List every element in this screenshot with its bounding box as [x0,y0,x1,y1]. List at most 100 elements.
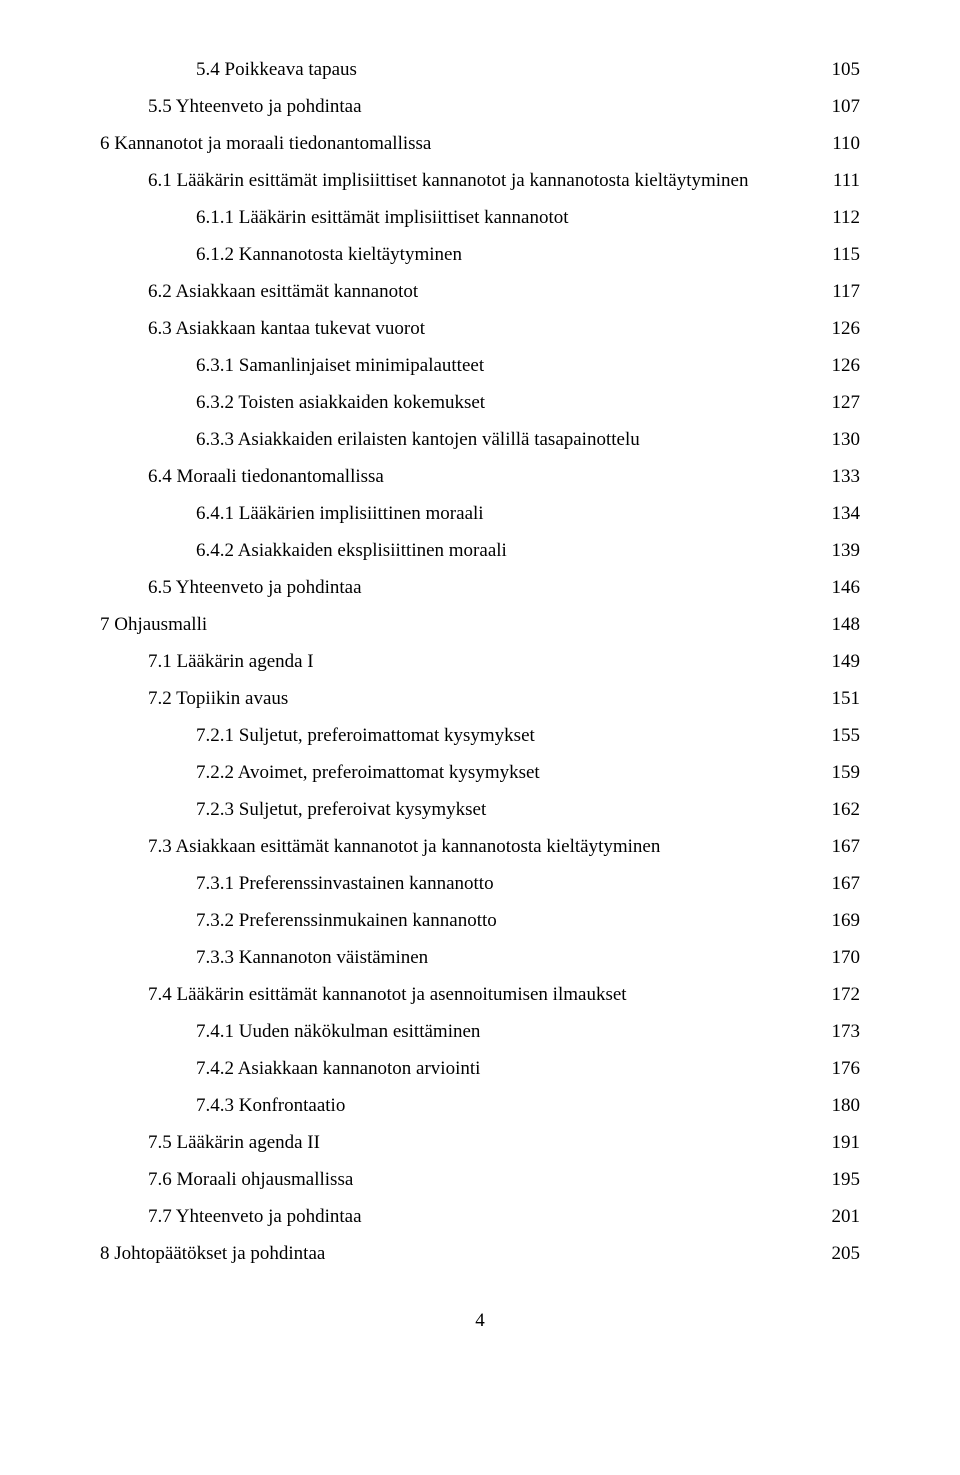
toc-entry: 7.7 Yhteenveto ja pohdintaa201 [100,1207,860,1226]
toc-entry: 7.1 Lääkärin agenda I149 [100,652,860,671]
toc-entry: 7.2 Topiikin avaus151 [100,689,860,708]
toc-entry-page: 195 [832,1170,861,1189]
toc-entry: 7.4 Lääkärin esittämät kannanotot ja ase… [100,985,860,1004]
toc-entry: 7.2.3 Suljetut, preferoivat kysymykset16… [100,800,860,819]
toc-entry-label: 6.5 Yhteenveto ja pohdintaa [148,578,832,597]
toc-entry-page: 149 [832,652,861,671]
toc-entry-page: 167 [832,874,861,893]
toc-entry-page: 111 [833,171,860,190]
toc-entry-page: 170 [832,948,861,967]
toc-entry-page: 112 [832,208,860,227]
toc-entry-label: 7.2.1 Suljetut, preferoimattomat kysymyk… [196,726,832,745]
toc-entry-label: 6.4 Moraali tiedonantomallissa [148,467,832,486]
toc-entry-page: 105 [832,60,861,79]
toc-entry-label: 6.3.1 Samanlinjaiset minimipalautteet [196,356,832,375]
toc-entry-page: 205 [832,1244,861,1263]
toc-entry-page: 127 [832,393,861,412]
toc-entry-label: 6.1.2 Kannanotosta kieltäytyminen [196,245,832,264]
toc-entry-page: 172 [832,985,861,1004]
page-number-footer: 4 [100,1311,860,1330]
toc-entry: 7.3.1 Preferenssinvastainen kannanotto16… [100,874,860,893]
toc-entry-label: 6.2 Asiakkaan esittämät kannanotot [148,282,832,301]
toc-entry-label: 7.3.1 Preferenssinvastainen kannanotto [196,874,832,893]
toc-entry-page: 130 [832,430,861,449]
toc-entry-label: 6.1 Lääkärin esittämät implisiittiset ka… [148,171,833,190]
toc-entry-label: 7.2 Topiikin avaus [148,689,832,708]
toc-entry-label: 5.4 Poikkeava tapaus [196,60,832,79]
toc-entry-label: 7.4.2 Asiakkaan kannanoton arviointi [196,1059,832,1078]
toc-entry-page: 155 [832,726,861,745]
toc-entry: 6.5 Yhteenveto ja pohdintaa146 [100,578,860,597]
toc-entry: 5.5 Yhteenveto ja pohdintaa107 [100,97,860,116]
toc-entry-label: 7 Ohjausmalli [100,615,832,634]
toc-entry-label: 6.3 Asiakkaan kantaa tukevat vuorot [148,319,832,338]
toc-entry-label: 6.3.2 Toisten asiakkaiden kokemukset [196,393,832,412]
toc-entry: 6.4.2 Asiakkaiden eksplisiittinen moraal… [100,541,860,560]
toc-entry-label: 7.2.3 Suljetut, preferoivat kysymykset [196,800,832,819]
toc-entry: 7.4.1 Uuden näkökulman esittäminen173 [100,1022,860,1041]
toc-entry-page: 180 [832,1096,861,1115]
toc-entry: 7.6 Moraali ohjausmallissa195 [100,1170,860,1189]
toc-entry-page: 126 [832,319,861,338]
toc-entry: 6.3 Asiakkaan kantaa tukevat vuorot126 [100,319,860,338]
toc-entry-page: 162 [832,800,861,819]
toc-entry: 7.3.3 Kannanoton väistäminen170 [100,948,860,967]
toc-entry-page: 126 [832,356,861,375]
table-of-contents: 5.4 Poikkeava tapaus1055.5 Yhteenveto ja… [100,60,860,1263]
toc-entry-label: 5.5 Yhteenveto ja pohdintaa [148,97,832,116]
toc-entry: 7.4.3 Konfrontaatio180 [100,1096,860,1115]
toc-entry-label: 7.4.1 Uuden näkökulman esittäminen [196,1022,832,1041]
toc-entry: 6.3.1 Samanlinjaiset minimipalautteet126 [100,356,860,375]
toc-entry-label: 6.3.3 Asiakkaiden erilaisten kantojen vä… [196,430,832,449]
toc-entry-label: 7.3 Asiakkaan esittämät kannanotot ja ka… [148,837,832,856]
toc-entry-label: 6.4.1 Lääkärien implisiittinen moraali [196,504,832,523]
toc-entry-label: 8 Johtopäätökset ja pohdintaa [100,1244,832,1263]
toc-entry: 7.3 Asiakkaan esittämät kannanotot ja ka… [100,837,860,856]
toc-entry: 6 Kannanotot ja moraali tiedonantomallis… [100,134,860,153]
toc-entry-page: 115 [832,245,860,264]
toc-entry: 6.4 Moraali tiedonantomallissa133 [100,467,860,486]
toc-entry: 6.4.1 Lääkärien implisiittinen moraali13… [100,504,860,523]
toc-entry: 8 Johtopäätökset ja pohdintaa205 [100,1244,860,1263]
toc-entry: 6.3.3 Asiakkaiden erilaisten kantojen vä… [100,430,860,449]
toc-entry-label: 7.3.3 Kannanoton väistäminen [196,948,832,967]
toc-entry-page: 173 [832,1022,861,1041]
toc-entry-page: 148 [832,615,861,634]
toc-entry: 6.2 Asiakkaan esittämät kannanotot117 [100,282,860,301]
toc-entry-label: 7.3.2 Preferenssinmukainen kannanotto [196,911,832,930]
toc-entry-page: 159 [832,763,861,782]
toc-entry: 6.1.1 Lääkärin esittämät implisiittiset … [100,208,860,227]
toc-entry-page: 134 [832,504,861,523]
toc-entry-page: 139 [832,541,861,560]
toc-entry-label: 6.4.2 Asiakkaiden eksplisiittinen moraal… [196,541,832,560]
toc-entry: 7.3.2 Preferenssinmukainen kannanotto169 [100,911,860,930]
toc-entry-label: 6 Kannanotot ja moraali tiedonantomallis… [100,134,832,153]
toc-entry: 7.4.2 Asiakkaan kannanoton arviointi176 [100,1059,860,1078]
toc-entry-label: 7.6 Moraali ohjausmallissa [148,1170,832,1189]
toc-entry-page: 110 [832,134,860,153]
toc-entry-label: 7.4.3 Konfrontaatio [196,1096,832,1115]
toc-entry-page: 201 [832,1207,861,1226]
page-number: 4 [475,1310,485,1331]
toc-entry: 6.1.2 Kannanotosta kieltäytyminen115 [100,245,860,264]
toc-entry-page: 146 [832,578,861,597]
toc-entry-page: 117 [832,282,860,301]
toc-entry-page: 169 [832,911,861,930]
toc-entry: 6.3.2 Toisten asiakkaiden kokemukset127 [100,393,860,412]
toc-entry: 7.2.1 Suljetut, preferoimattomat kysymyk… [100,726,860,745]
toc-entry-page: 191 [832,1133,861,1152]
toc-entry: 5.4 Poikkeava tapaus105 [100,60,860,79]
toc-entry-label: 7.5 Lääkärin agenda II [148,1133,832,1152]
toc-entry-label: 7.1 Lääkärin agenda I [148,652,832,671]
toc-entry: 7.2.2 Avoimet, preferoimattomat kysymyks… [100,763,860,782]
toc-entry-label: 7.2.2 Avoimet, preferoimattomat kysymyks… [196,763,832,782]
toc-entry: 6.1 Lääkärin esittämät implisiittiset ka… [100,171,860,190]
toc-entry-label: 7.4 Lääkärin esittämät kannanotot ja ase… [148,985,832,1004]
toc-entry: 7.5 Lääkärin agenda II191 [100,1133,860,1152]
toc-entry-page: 151 [832,689,861,708]
toc-entry-page: 176 [832,1059,861,1078]
toc-entry: 7 Ohjausmalli148 [100,615,860,634]
toc-entry-page: 167 [832,837,861,856]
toc-entry-page: 133 [832,467,861,486]
toc-entry-label: 6.1.1 Lääkärin esittämät implisiittiset … [196,208,832,227]
